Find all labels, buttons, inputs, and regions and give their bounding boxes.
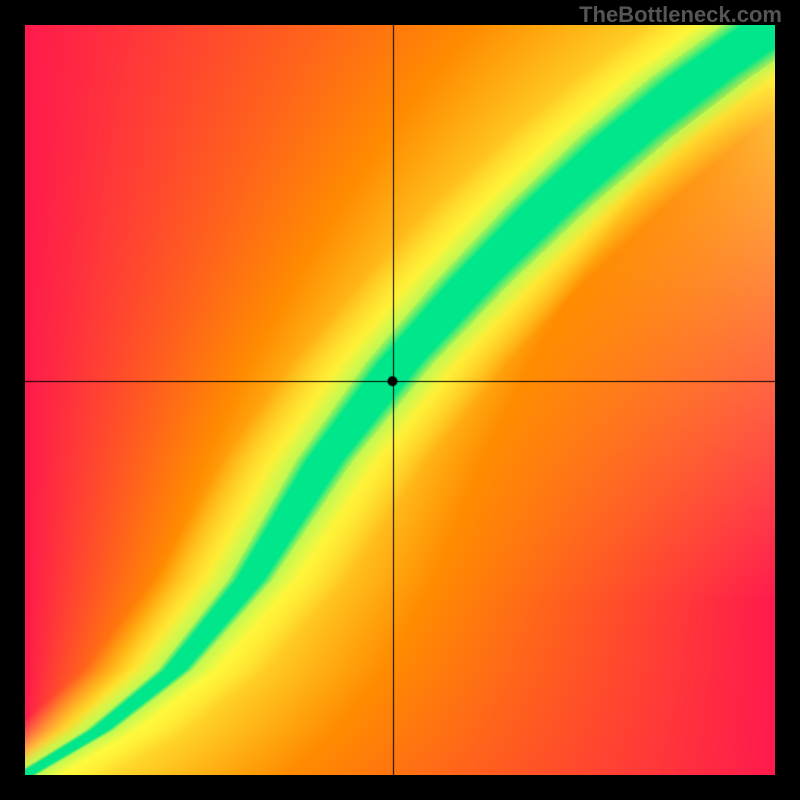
watermark-text: TheBottleneck.com	[579, 2, 782, 28]
chart-container: TheBottleneck.com	[0, 0, 800, 800]
bottleneck-heatmap	[25, 25, 775, 775]
